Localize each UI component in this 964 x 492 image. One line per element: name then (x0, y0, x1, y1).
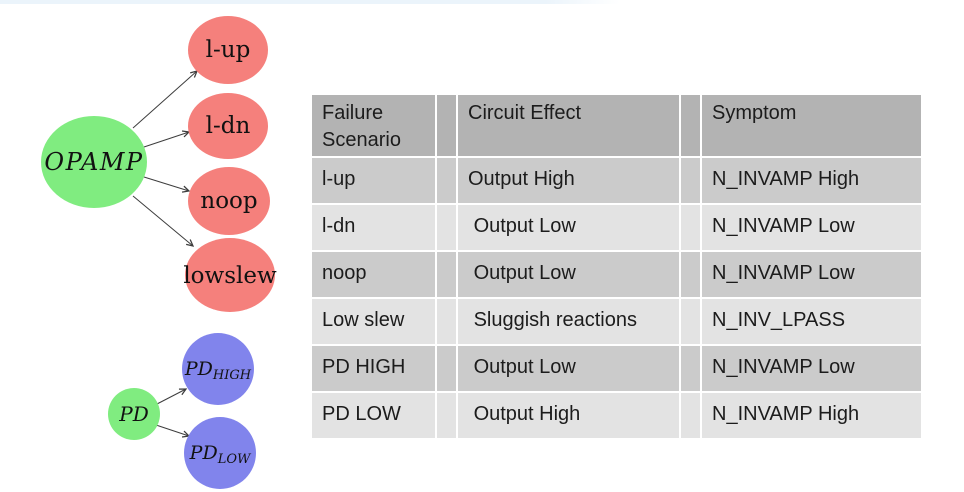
table-row: PD HIGH Output Low N_INVAMP Low (312, 346, 921, 391)
node-pd-low (184, 417, 256, 489)
pd-high-subscript: HIGH (212, 368, 252, 383)
node-pd (108, 388, 160, 440)
node-pd-label: PD (118, 402, 149, 426)
cell-circuit-effect: Output High (458, 393, 679, 438)
cell-failure-scenario: l-up (312, 158, 435, 203)
pd-low-base: PD (189, 442, 218, 464)
spacer-cell (437, 252, 456, 297)
cell-circuit-effect: Output Low (458, 252, 679, 297)
cell-circuit-effect: Output Low (458, 205, 679, 250)
table-header-row: Failure Scenario Circuit Effect Symptom (312, 95, 921, 156)
failure-scenario-table: Failure Scenario Circuit Effect Symptom … (310, 93, 923, 440)
cell-symptom: N_INV_LPASS (702, 299, 921, 344)
spacer-cell (681, 299, 700, 344)
top-accent-bar (0, 0, 620, 4)
arrow-pd-to-pdlow (155, 424, 189, 436)
node-l-dn-label: l-dn (206, 113, 251, 139)
spacer-cell (681, 158, 700, 203)
node-noop (188, 167, 270, 235)
spacer-cell (437, 299, 456, 344)
spacer-cell (681, 346, 700, 391)
cell-failure-scenario: PD LOW (312, 393, 435, 438)
cell-failure-scenario: PD HIGH (312, 346, 435, 391)
header-circuit-effect: Circuit Effect (458, 95, 679, 156)
spacer-cell (681, 393, 700, 438)
header-spacer (681, 95, 700, 156)
node-pd-low-label: PDLOW (189, 442, 252, 467)
node-lowslew (185, 238, 275, 312)
node-pd-high-label: PDHIGH (184, 358, 252, 383)
table-row: noop Output Low N_INVAMP Low (312, 252, 921, 297)
spacer-cell (437, 346, 456, 391)
table-row: l-up Output High N_INVAMP High (312, 158, 921, 203)
cell-symptom: N_INVAMP High (702, 393, 921, 438)
cell-symptom: N_INVAMP Low (702, 346, 921, 391)
arrow-opamp-to-lup (132, 71, 197, 129)
node-l-up (188, 16, 268, 84)
arrow-opamp-to-lowslew (132, 195, 193, 246)
cell-symptom: N_INVAMP High (702, 158, 921, 203)
spacer-cell (681, 252, 700, 297)
node-opamp-label: OPAMP (44, 148, 143, 176)
node-noop-label: noop (200, 188, 257, 214)
arrow-pd-to-pdhigh (156, 389, 186, 405)
spacer-cell (437, 393, 456, 438)
cell-circuit-effect: Output Low (458, 346, 679, 391)
table-row: l-dn Output Low N_INVAMP Low (312, 205, 921, 250)
arrow-opamp-to-noop (143, 176, 189, 191)
node-l-up-label: l-up (206, 37, 251, 63)
table-row: PD LOW Output High N_INVAMP High (312, 393, 921, 438)
spacer-cell (437, 158, 456, 203)
spacer-cell (437, 205, 456, 250)
pd-high-base: PD (184, 358, 213, 380)
cell-failure-scenario: l-dn (312, 205, 435, 250)
cell-circuit-effect: Sluggish reactions (458, 299, 679, 344)
cell-symptom: N_INVAMP Low (702, 252, 921, 297)
node-pd-high (182, 333, 254, 405)
node-lowslew-label: lowslew (183, 263, 277, 289)
cell-circuit-effect: Output High (458, 158, 679, 203)
header-failure-scenario: Failure Scenario (312, 95, 435, 156)
node-opamp (41, 116, 147, 208)
header-symptom: Symptom (702, 95, 921, 156)
header-spacer (437, 95, 456, 156)
pd-low-subscript: LOW (217, 452, 252, 467)
spacer-cell (681, 205, 700, 250)
table-row: Low slew Sluggish reactions N_INV_LPASS (312, 299, 921, 344)
cell-failure-scenario: noop (312, 252, 435, 297)
node-l-dn (188, 93, 268, 159)
cell-failure-scenario: Low slew (312, 299, 435, 344)
cell-symptom: N_INVAMP Low (702, 205, 921, 250)
arrow-opamp-to-ldn (143, 132, 189, 148)
